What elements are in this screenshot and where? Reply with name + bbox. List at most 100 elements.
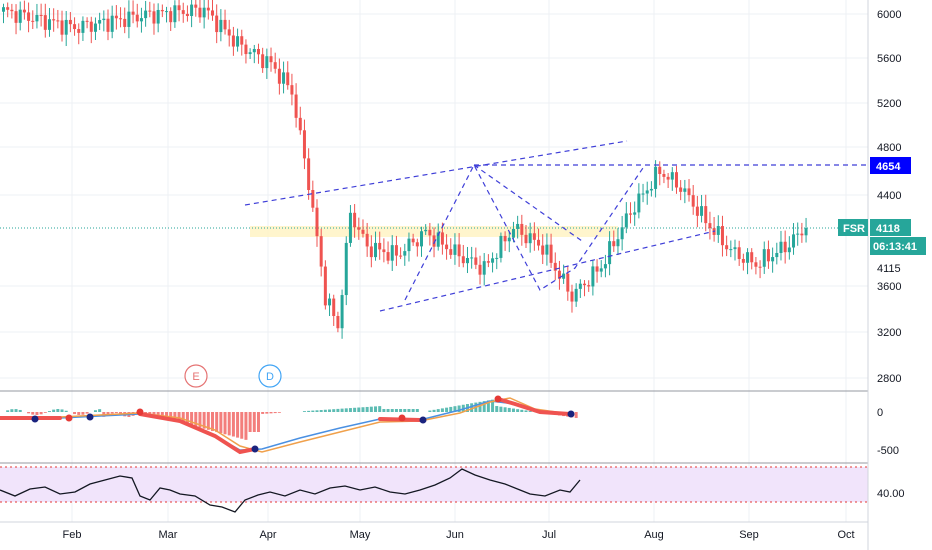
w-pattern-path[interactable] (404, 163, 646, 301)
macd-histogram-bar (211, 412, 214, 431)
candle-body (704, 206, 708, 224)
rsi-pane[interactable] (0, 466, 868, 513)
candle-body (144, 10, 148, 19)
current-price-tag[interactable]: FSR 4118 06:13:41 (838, 219, 926, 255)
macd-histogram-bar (516, 409, 520, 412)
macd-tick-label: 0 (877, 407, 883, 419)
candle-body (31, 20, 35, 22)
candle-body (758, 266, 762, 268)
candle-body (804, 228, 808, 236)
macd-histogram-bar (160, 412, 164, 418)
candle-body (382, 249, 386, 253)
earnings-marker[interactable]: E (184, 364, 208, 388)
candle-body (612, 241, 616, 247)
price-tick-label: 2800 (877, 373, 901, 385)
macd-emphasis-line-2 (138, 412, 257, 455)
rsi-axis-label[interactable]: 40.00 (877, 488, 905, 500)
macd-histogram-bar (35, 412, 39, 415)
candle-body (353, 212, 357, 228)
candle-body (160, 9, 164, 12)
macd-histogram-bar (269, 412, 273, 414)
macd-histogram-bar (399, 409, 403, 412)
candle-body (771, 257, 775, 262)
candle-body (177, 5, 181, 11)
macd-histogram-bar (236, 412, 240, 438)
candle-body (369, 246, 373, 258)
candle-body (674, 172, 678, 188)
candle-body (574, 288, 578, 302)
candle-body (286, 72, 290, 86)
candle-body (344, 242, 348, 296)
candlestick-series (2, 0, 808, 339)
macd-histogram-bar (344, 408, 348, 412)
resistance-level-tag[interactable]: 4654 (870, 157, 911, 174)
time-tick-label: Mar (159, 529, 178, 541)
time-axis[interactable]: Feb Mar Apr May Jun Jul Aug Sep Oct (63, 529, 855, 541)
pattern-drawings[interactable] (244, 140, 870, 312)
candle-body (733, 247, 737, 250)
dividend-marker[interactable]: D (258, 364, 282, 388)
macd-emphasis-line-4 (496, 397, 572, 416)
macd-histogram-bar (6, 410, 10, 412)
candle-body (445, 244, 449, 250)
time-tick-label: Apr (259, 529, 276, 541)
macd-cross-dot (494, 395, 502, 403)
price-axis[interactable]: 6000 5600 5200 4800 4400 3600 3200 2800 (877, 9, 901, 385)
candle-body (478, 264, 482, 275)
macd-histogram-bar (73, 412, 77, 415)
candle-body (273, 62, 277, 69)
macd-histogram-bar (194, 412, 198, 427)
candle-body (637, 193, 641, 213)
candle-body (746, 252, 750, 263)
macd-histogram-bar (499, 406, 503, 412)
candle-body (725, 245, 729, 250)
price-axis-panel[interactable] (868, 0, 932, 550)
macd-histogram-bar (348, 408, 352, 412)
candle-body (649, 188, 653, 191)
lower-channel-line[interactable] (379, 230, 716, 312)
candle-body (666, 176, 670, 180)
upper-channel-line[interactable] (244, 140, 628, 206)
candle-body (277, 68, 281, 84)
candle-body (131, 11, 135, 15)
macd-histogram-bar (445, 407, 449, 412)
candle-body (440, 232, 444, 245)
candle-body (679, 187, 683, 192)
macd-histogram-bar (511, 408, 515, 412)
macd-histogram-bar (27, 412, 31, 414)
macd-histogram-bar (240, 412, 244, 439)
candle-body (624, 213, 628, 228)
candle-body (528, 233, 532, 244)
macd-histogram-bar (432, 409, 436, 412)
candle-body (511, 228, 515, 238)
macd-histogram-bar (332, 409, 336, 412)
candle-body (81, 20, 85, 33)
macd-axis[interactable]: 0 -500 (877, 407, 899, 457)
candle-body (683, 188, 687, 192)
macd-histogram-bar (491, 399, 495, 412)
candle-body (156, 9, 160, 24)
pattern-diagonal-line[interactable] (473, 164, 583, 242)
candle-body (114, 15, 118, 19)
candle-body (415, 242, 419, 247)
candle-body (43, 15, 47, 30)
macd-histogram-bar (93, 410, 97, 412)
candle-body (340, 295, 344, 329)
candle-body (562, 273, 566, 279)
candle-body (578, 283, 582, 289)
candle-body (603, 264, 607, 269)
macd-histogram-bar (10, 409, 14, 412)
candle-body (641, 193, 645, 195)
macd-histogram-bar (390, 409, 394, 412)
prev-close-label: 4115 (877, 263, 901, 275)
macd-histogram-bar (482, 401, 486, 412)
candle-body (22, 9, 26, 13)
macd-pane[interactable] (0, 395, 578, 455)
macd-histogram-bar (190, 412, 194, 426)
macd-histogram-bar (440, 408, 444, 412)
time-tick-label: Sep (739, 529, 759, 541)
candle-body (708, 223, 712, 229)
price-tick-label: 4400 (877, 190, 901, 202)
rsi-line (0, 468, 581, 513)
